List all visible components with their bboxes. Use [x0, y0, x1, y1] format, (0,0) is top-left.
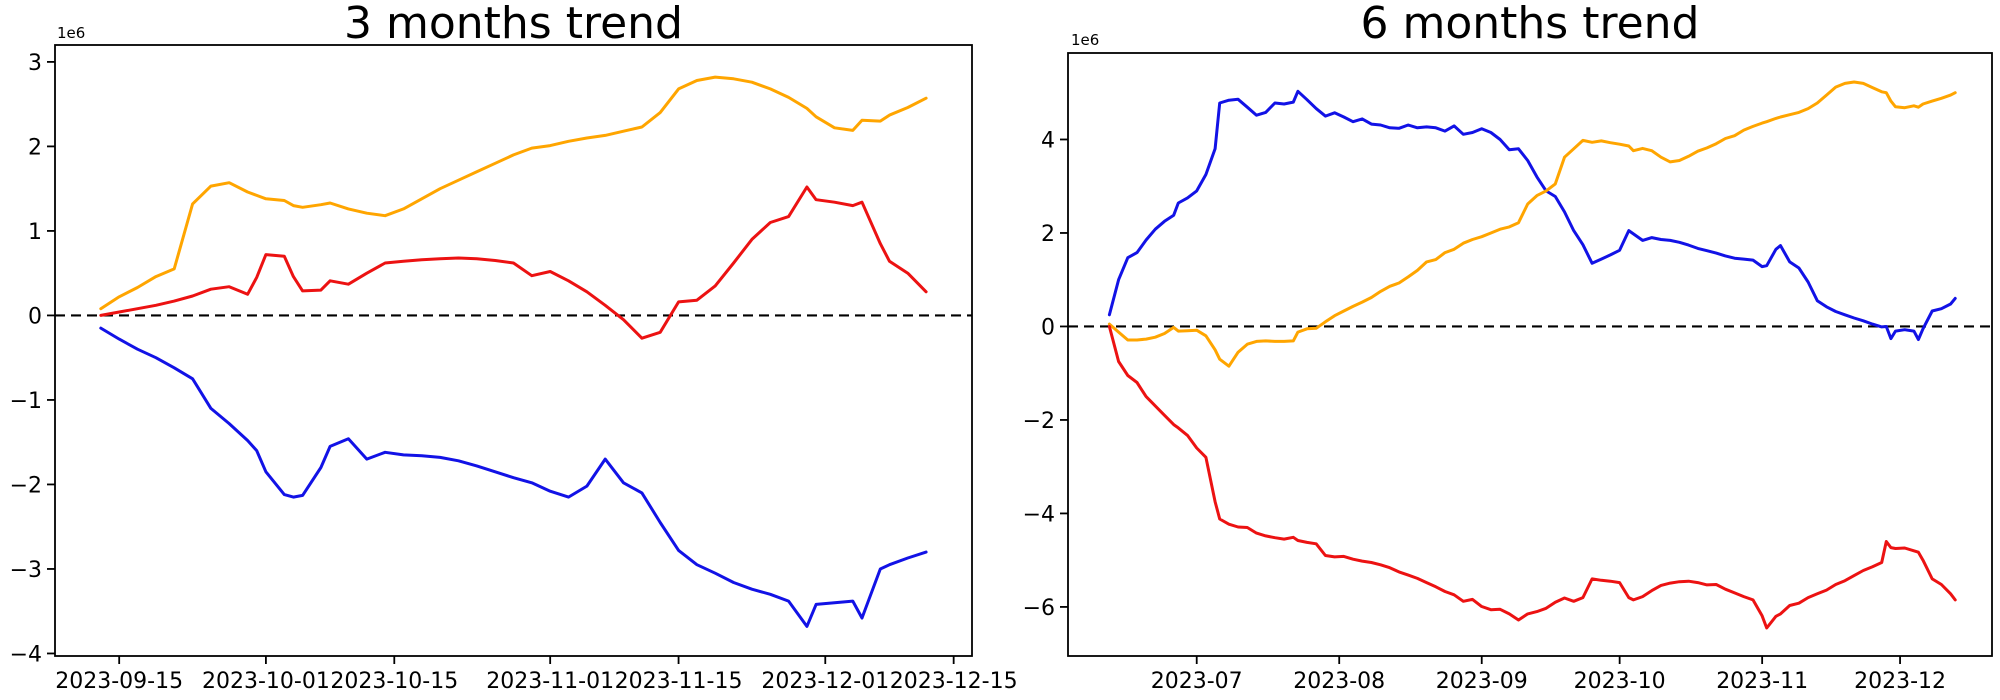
chart-3-months: 3 2 1 0 −1 −2 −3 −4 2023-09-15 2023-10-01 2023-10-…	[10, 44, 1018, 694]
y-tick-label: −1	[10, 389, 42, 414]
plot-area	[54, 44, 973, 657]
x-tick-label: 2023-12-15	[890, 669, 1018, 694]
x-tick-label: 2023-10-15	[330, 669, 458, 694]
x-tick-label: 2023-11-15	[615, 669, 743, 694]
x-tick-label: 2023-11-01	[486, 669, 614, 694]
x-tick-label: 2023-07	[1151, 669, 1243, 694]
x-tick-label: 2023-08	[1293, 669, 1385, 694]
x-tick-label: 2023-12-01	[761, 669, 889, 694]
y-tick-label: −6	[1023, 596, 1055, 621]
plot-area	[1067, 52, 1993, 657]
x-tick-label: 2023-09-15	[55, 669, 183, 694]
x-tick-label: 2023-10-01	[202, 669, 330, 694]
y-tick-label: 4	[1041, 128, 1055, 153]
y-tick-label: 0	[1041, 315, 1055, 340]
x-tick-label: 2023-09	[1436, 669, 1528, 694]
y-tick-label: 2	[28, 135, 42, 160]
y-tick-label: −4	[1023, 502, 1055, 527]
series-orange-line	[1107, 80, 1957, 368]
chart-title-3-months: 3 months trend	[344, 0, 683, 49]
y-tick-label: 3	[28, 51, 42, 76]
y-tick-label: −4	[10, 642, 42, 667]
series-blue-line	[99, 326, 928, 628]
y-axis-offset-label-left: 1e6	[57, 24, 86, 42]
series-orange-line	[99, 75, 928, 311]
y-tick-label: 1	[28, 220, 42, 245]
series-red-line	[1107, 325, 1957, 630]
y-tick-label: −2	[10, 473, 42, 498]
x-tick-label: 2023-11	[1716, 669, 1808, 694]
series-red-line	[99, 185, 928, 340]
y-tick-label: 2	[1041, 222, 1055, 247]
y-tick-label: −2	[1023, 409, 1055, 434]
y-tick-label: 0	[28, 304, 42, 329]
x-tick-label: 2023-12	[1854, 669, 1946, 694]
y-tick-label: −3	[10, 558, 42, 583]
y-axis-offset-label-right: 1e6	[1071, 31, 1100, 49]
x-tick-label: 2023-10	[1574, 669, 1666, 694]
chart-title-6-months: 6 months trend	[1360, 0, 1700, 49]
chart-6-months: 4 2 0 −2 −4 −6 2023-07 2023-08 2023-09 2023-10 202…	[1023, 52, 1993, 694]
